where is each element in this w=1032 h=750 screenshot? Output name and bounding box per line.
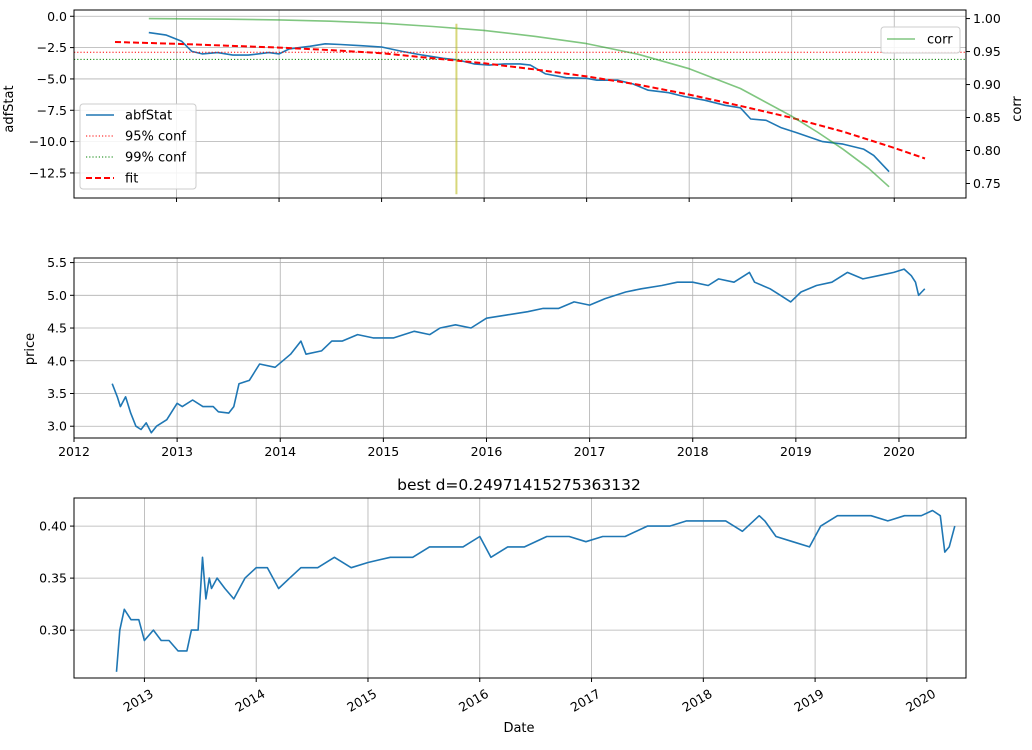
price-xtick-label-2018: 2018: [677, 444, 709, 459]
fracdiff-ytick-label-0: 0.30: [39, 623, 67, 638]
price-ticks: 3.0 3.5 4.0 4.5 5.0 5.5 2012 2013 2014 2015 2016 20…: [47, 255, 915, 459]
fracdiff-xtick-label-2018: 2018: [680, 686, 715, 715]
adf-ytick-label-3: −7.5: [37, 103, 67, 118]
fracdiff-grid: [74, 498, 966, 678]
price-panel: 3.0 3.5 4.0 4.5 5.0 5.5 2012 2013 2014 2015 2016 20…: [23, 255, 967, 459]
fracdiff-xlabel: Date: [503, 721, 534, 736]
adf-ytick-label-5: −12.5: [29, 165, 67, 180]
fracdiff-ytick-label-1: 0.35: [39, 571, 67, 586]
fracdiff-line-series-0: [115, 509, 956, 672]
corr-ytick-label-3: 0.85: [973, 110, 1001, 125]
price-xtick-label-2013: 2013: [161, 444, 193, 459]
price-ytick-label-5: 5.5: [47, 255, 67, 270]
price-xtick-label-2012: 2012: [58, 444, 90, 459]
fracdiff-xtick-label-2014: 2014: [232, 686, 267, 715]
legend-label-99conf: 99% conf: [125, 151, 186, 166]
corr-ytick-label-0: 1.00: [973, 11, 1001, 26]
fracdiff-axes-frame: [73, 497, 967, 679]
fracdiff-panel: best d=0.24971415275363132 0.30 0.35 0.40 2…: [39, 476, 967, 736]
adf-legend-box: [79, 103, 197, 190]
fracdiff-ytick-label-2: 0.40: [39, 519, 67, 534]
fracdiff-ticks: 0.30 0.35 0.40 2013 2014 2015 2016 2017 2018 2019…: [39, 519, 938, 715]
fracdiff-xtick-label-2020: 2020: [903, 686, 938, 715]
price-ytick-label-0: 3.0: [47, 419, 67, 434]
adf-line-fit: [114, 41, 926, 160]
fracdiff-title: best d=0.24971415275363132: [397, 476, 641, 494]
legend-label-95conf: 95% conf: [125, 130, 186, 145]
fracdiff-xtick-label-2015: 2015: [344, 686, 379, 715]
adf-panel: 0.0 −2.5 −5.0 −7.5 −10.0 −12.5 1.00 0.95 0.90 0.8…: [2, 9, 1025, 202]
corr-ytick-label-1: 0.95: [973, 44, 1001, 59]
price-xtick-label-2014: 2014: [264, 444, 296, 459]
corr-ylabel: corr: [1010, 96, 1025, 122]
price-series: [111, 268, 926, 434]
price-xtick-label-2015: 2015: [367, 444, 399, 459]
price-ytick-label-2: 4.0: [47, 353, 67, 368]
fracdiff-xtick-label-2013: 2013: [121, 686, 156, 715]
price-ylabel: price: [23, 333, 38, 365]
corr-ytick-label-4: 0.80: [973, 143, 1001, 158]
adf-ytick-label-4: −10.0: [29, 134, 67, 149]
price-ytick-label-3: 4.5: [47, 321, 67, 336]
corr-legend-box: [880, 26, 961, 54]
adf-ytick-label-0: 0.0: [47, 9, 67, 24]
price-xtick-label-2017: 2017: [574, 444, 606, 459]
price-axes-frame: [73, 257, 967, 439]
fracdiff-xtick-label-2017: 2017: [568, 686, 603, 715]
corr-ytick-label-2: 0.90: [973, 77, 1001, 92]
legend-label-abfstat: abfStat: [125, 109, 172, 124]
adf-ytick-label-2: −5.0: [37, 71, 67, 86]
legend-label-fit: fit: [125, 172, 138, 187]
fracdiff-xtick-label-2019: 2019: [791, 686, 826, 715]
adf-ticks: 0.0 −2.5 −5.0 −7.5 −10.0 −12.5 1.00 0.95 0.90 0.8…: [29, 9, 1001, 202]
price-xtick-label-2020: 2020: [883, 444, 915, 459]
adf-axes-frame: [73, 9, 967, 199]
adf-ytick-label-1: −2.5: [37, 40, 67, 55]
adf-ylabel: adfStat: [2, 85, 17, 132]
adf-line-corr: [148, 17, 890, 188]
corr-legend: corr: [880, 26, 961, 54]
price-grid: [73, 258, 966, 438]
adf-series: [74, 17, 966, 195]
price-xtick-label-2016: 2016: [471, 444, 503, 459]
price-line-series-0: [111, 268, 926, 434]
adf-line-abfstat: [148, 31, 890, 173]
price-xtick-label-2019: 2019: [780, 444, 812, 459]
adf-legend: abfStat 95% conf 99% conf fit: [79, 103, 197, 190]
adf-grid: [74, 10, 966, 198]
price-ytick-label-1: 3.5: [47, 386, 67, 401]
corr-ytick-label-5: 0.75: [973, 176, 1001, 191]
price-ytick-label-4: 5.0: [47, 288, 67, 303]
legend-label-corr: corr: [927, 33, 953, 48]
fracdiff-series: [115, 509, 956, 672]
fracdiff-xtick-label-2016: 2016: [456, 686, 491, 715]
